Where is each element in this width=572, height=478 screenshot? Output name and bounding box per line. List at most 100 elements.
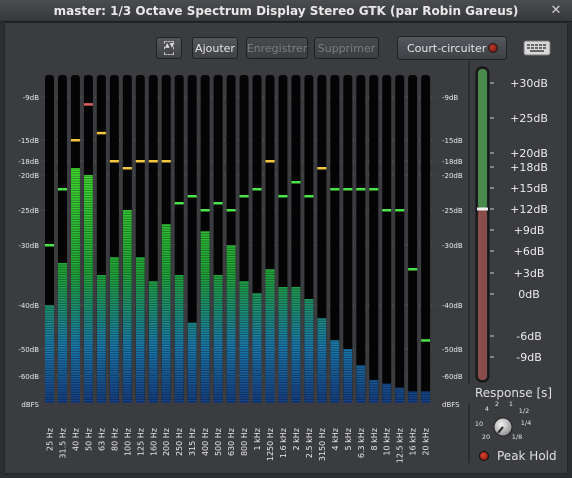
- band-bar-segments: [330, 340, 340, 403]
- add-preset-button[interactable]: Ajouter: [192, 37, 238, 59]
- band-bar-segments: [83, 175, 93, 403]
- close-icon[interactable]: ✕: [550, 3, 562, 18]
- scale-right-label: -40dB: [442, 302, 463, 310]
- band-label: 12.5 kHz: [396, 428, 405, 463]
- band-peak-marker: [343, 188, 353, 191]
- band-label: 100 Hz: [123, 428, 132, 456]
- band-peak-marker: [278, 195, 288, 198]
- band-peak-marker: [96, 131, 106, 135]
- gain-handle[interactable]: [477, 207, 488, 211]
- scale-left-label: -30dB: [18, 242, 39, 250]
- spinner-arrows-icon: ▲▼: [164, 41, 174, 55]
- band-label: 3150 Hz: [318, 428, 327, 461]
- gain-scale-label: +25dB: [510, 112, 548, 125]
- scale-right-label: dBFS: [442, 401, 460, 409]
- gain-scale-label: +3dB: [514, 267, 545, 280]
- band-track: [330, 75, 340, 403]
- band-bar-segments: [265, 269, 275, 403]
- band-bar-segments: [408, 391, 418, 403]
- band-label: 800 Hz: [240, 428, 249, 456]
- band-peak-marker: [161, 160, 171, 163]
- response-label: Response [s]: [475, 386, 553, 400]
- band-bar-segments: [395, 387, 405, 403]
- band-peak-marker: [226, 209, 236, 212]
- band-bar-segments: [278, 287, 288, 403]
- response-knob[interactable]: 2 1 4 1/2 10 1/4 20 1/8: [5, 23, 569, 475]
- band-track: [343, 75, 353, 403]
- band-peak-marker: [45, 244, 54, 247]
- band-bar-segments: [200, 231, 210, 403]
- band-track: [421, 75, 431, 403]
- band-label: 25 Hz: [46, 428, 55, 451]
- band-bar-segments: [382, 383, 392, 403]
- band-bar-segments: [161, 224, 171, 403]
- save-preset-button[interactable]: Enregistrer: [246, 37, 308, 59]
- scale-right-label: -20dB: [442, 172, 463, 180]
- scale-left-label: -9dB: [23, 94, 39, 102]
- band-label: 1.6 kHz: [279, 428, 288, 458]
- knob-scale-label: 20: [482, 433, 490, 441]
- band-track: [356, 75, 366, 403]
- band-track: [382, 75, 392, 403]
- preset-spinner[interactable]: ▲▼: [156, 37, 182, 59]
- band-bar-segments: [291, 287, 301, 403]
- band-label: 250 Hz: [175, 428, 184, 456]
- band-track: [187, 75, 197, 403]
- band-peak-marker: [213, 202, 223, 205]
- band-label: 40 Hz: [71, 428, 80, 451]
- gain-meter[interactable]: +30dB +25dB +20dB+18dB +15dB +12dB +9dB +6dB +3…: [5, 23, 569, 475]
- band-bar-segments: [45, 305, 54, 403]
- scale-left-label: -18dB: [18, 158, 39, 166]
- band-peak-marker: [83, 103, 93, 106]
- band-bar-segments: [148, 281, 158, 403]
- band-peak-marker: [135, 160, 145, 163]
- band-peak-marker: [109, 160, 119, 163]
- band-track: [395, 75, 405, 403]
- band-bar-segments: [239, 281, 249, 403]
- delete-preset-button[interactable]: Supprimer: [314, 37, 379, 59]
- band-peak-marker: [265, 160, 275, 163]
- scale-right-label: -25dB: [442, 207, 463, 215]
- band-bar-segments: [122, 210, 132, 403]
- gain-fill-upper: [478, 69, 487, 209]
- band-label: 400 Hz: [201, 428, 210, 456]
- band-bar-segments: [252, 293, 262, 403]
- gain-scale-label: -6dB: [516, 330, 542, 343]
- scale-right-label: -60dB: [442, 373, 463, 381]
- scale-right-label: -50dB: [442, 346, 463, 354]
- band-label: 10 kHz: [383, 428, 392, 456]
- bypass-button[interactable]: Court-circuiter: [397, 36, 507, 60]
- gain-scale-label: +9dB: [514, 224, 545, 237]
- band-peak-marker: [200, 209, 210, 212]
- scale-left-label: -20dB: [18, 172, 39, 180]
- keyboard-icon[interactable]: [523, 39, 551, 57]
- band-track: [408, 75, 418, 403]
- title-bar[interactable]: master: 1/3 Octave Spectrum Display Ster…: [0, 0, 572, 22]
- gain-scale-label: +12dB: [510, 203, 548, 216]
- scale-right-label: -18dB: [442, 158, 463, 166]
- gain-scale-label: +18dB: [510, 161, 548, 174]
- band-label: 1 kHz: [253, 428, 262, 450]
- band-label: 1250 Hz: [266, 428, 275, 461]
- band-peak-marker: [122, 167, 132, 170]
- band-bar-segments: [96, 275, 106, 403]
- scale-right-label: -15dB: [442, 137, 463, 145]
- band-label: 20 kHz: [422, 428, 431, 456]
- band-peak-marker: [382, 209, 392, 212]
- scale-left-label: -40dB: [18, 302, 39, 310]
- band-peak-marker: [421, 339, 431, 342]
- band-peak-marker: [330, 188, 340, 191]
- bypass-led-icon: [488, 43, 498, 53]
- band-label: 8 kHz: [370, 428, 379, 450]
- window-title: master: 1/3 Octave Spectrum Display Ster…: [53, 3, 519, 18]
- band-label: 63 Hz: [97, 428, 106, 451]
- plugin-panel: ▲▼ Ajouter Enregistrer Supprimer Court-c…: [4, 22, 568, 474]
- band-label: 160 Hz: [149, 428, 158, 456]
- band-peak-marker: [317, 167, 327, 170]
- peak-hold-led-icon: [479, 451, 489, 461]
- band-bar-segments: [304, 299, 314, 403]
- gain-scale-label: -9dB: [516, 351, 542, 364]
- band-label: 6.3 kHz: [357, 428, 366, 458]
- peak-hold-toggle[interactable]: Peak Hold: [479, 449, 557, 463]
- gain-scale-label: +15dB: [510, 182, 548, 195]
